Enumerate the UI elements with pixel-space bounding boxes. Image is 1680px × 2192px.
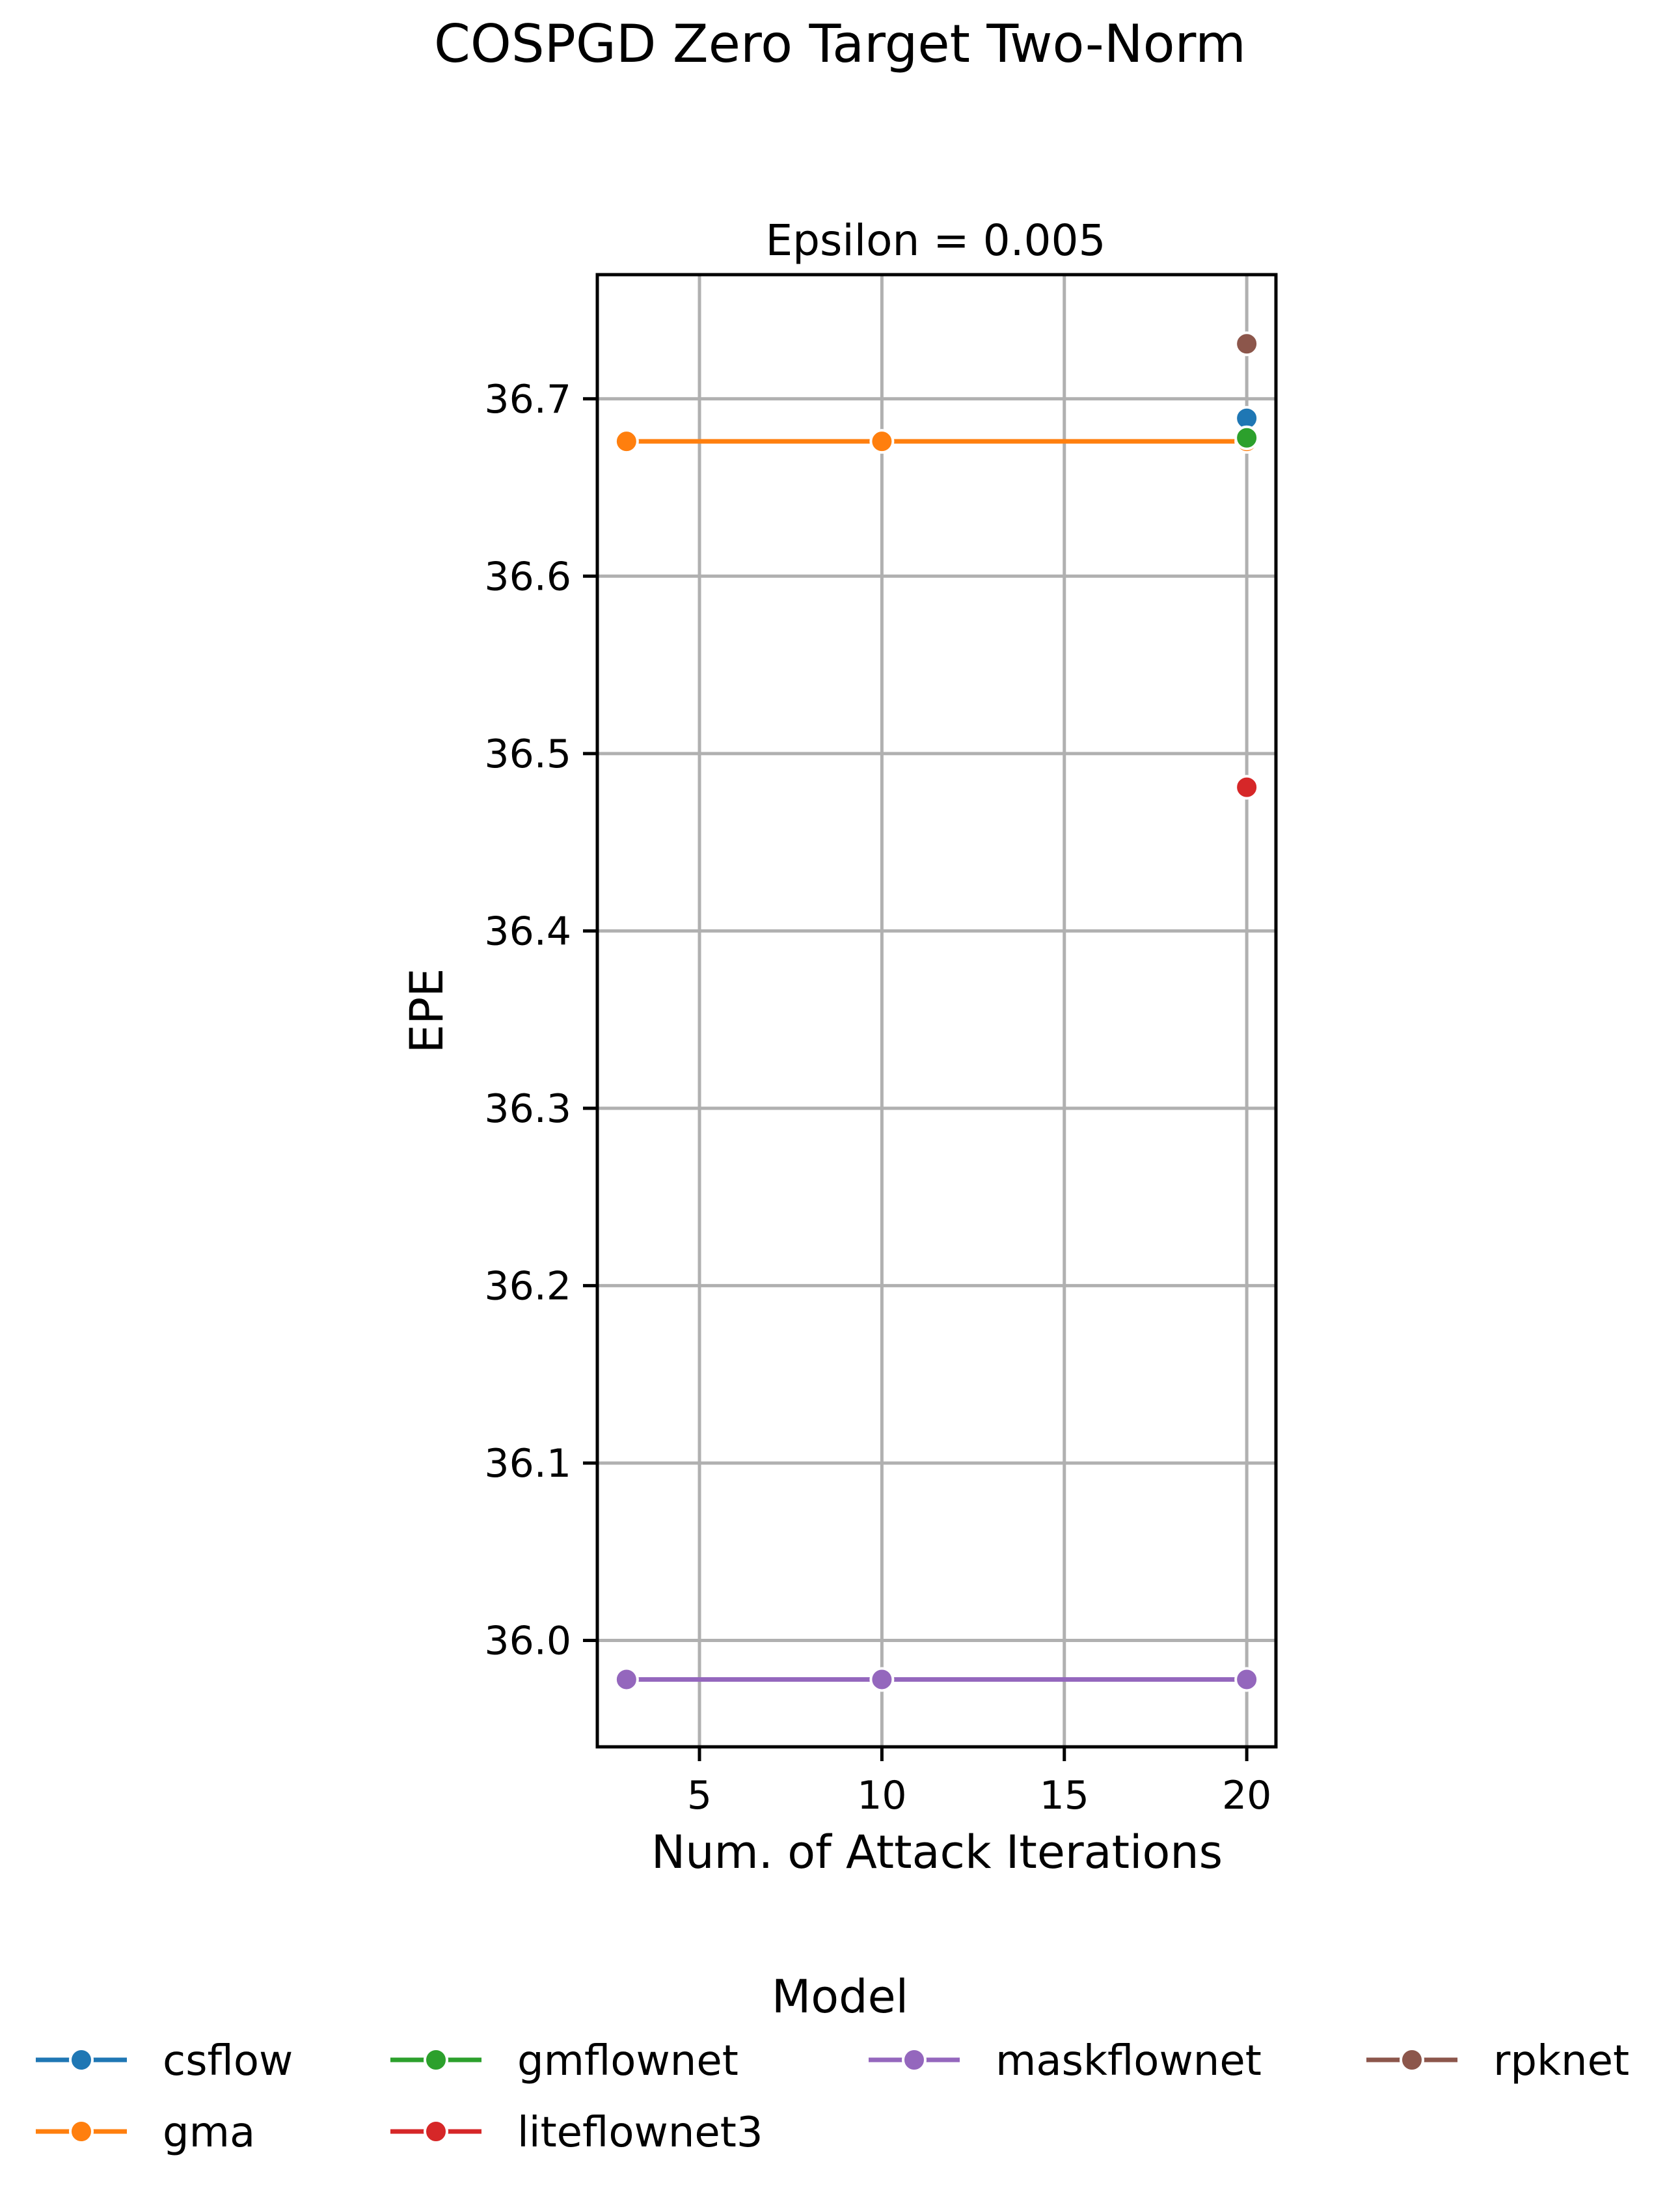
x-tick-label: 15 bbox=[1040, 1773, 1089, 1818]
chart-title: COSPGD Zero Target Two-Norm bbox=[434, 14, 1246, 74]
ticks: 5 10 15 20 36.0 36.1 36.2 36.3 36.4 36.5 36.6 36.7 bbox=[484, 377, 1271, 1818]
legend-item-gmflownet: gmflownet bbox=[390, 2037, 738, 2085]
legend-title: Model bbox=[772, 1970, 908, 2023]
legend-marker-gmflownet bbox=[424, 2048, 448, 2072]
legend-marker-gma bbox=[69, 2119, 94, 2144]
y-tick-label: 36.1 bbox=[484, 1441, 571, 1486]
legend-marker-liteflownet3 bbox=[424, 2119, 448, 2144]
data-point-rpknet bbox=[1234, 331, 1260, 357]
data-point-gmflownet bbox=[1234, 425, 1260, 450]
data-point-gma bbox=[869, 429, 895, 454]
y-tick-label: 36.3 bbox=[484, 1086, 571, 1132]
legend-item-maskflownet: maskflownet bbox=[869, 2037, 1262, 2085]
legend-label-csflow: csflow bbox=[163, 2037, 293, 2085]
legend-marker-csflow bbox=[69, 2048, 94, 2072]
y-axis-label: EPE bbox=[400, 968, 454, 1054]
panel-title: Epsilon = 0.005 bbox=[765, 215, 1105, 266]
y-tick-label: 36.2 bbox=[484, 1263, 571, 1309]
y-tick-label: 36.5 bbox=[484, 732, 571, 777]
data-point-maskflownet bbox=[869, 1667, 895, 1692]
series-maskflownet bbox=[614, 1667, 1260, 1692]
y-tick-label: 36.6 bbox=[484, 554, 571, 599]
legend-label-gma: gma bbox=[163, 2109, 255, 2157]
x-tick-label: 20 bbox=[1222, 1773, 1271, 1818]
series-liteflownet3 bbox=[1234, 774, 1260, 800]
legend-item-csflow: csflow bbox=[36, 2037, 293, 2085]
x-tick-label: 10 bbox=[857, 1773, 906, 1818]
series-gmflownet bbox=[1234, 425, 1260, 450]
data-point-liteflownet3 bbox=[1234, 774, 1260, 800]
series-layer bbox=[614, 331, 1260, 1692]
legend-item-liteflownet3: liteflownet3 bbox=[390, 2109, 763, 2157]
legend-item-gma: gma bbox=[36, 2109, 255, 2157]
legend-marker-rpknet bbox=[1400, 2048, 1424, 2072]
data-point-maskflownet bbox=[1234, 1667, 1260, 1692]
y-tick-label: 36.0 bbox=[484, 1618, 571, 1664]
x-tick-label: 5 bbox=[687, 1773, 712, 1818]
series-rpknet bbox=[1234, 331, 1260, 357]
legend: csflow gmflownet maskflownet rpknet gma litef… bbox=[36, 2037, 1629, 2157]
x-axis-label: Num. of Attack Iterations bbox=[651, 1826, 1223, 1879]
y-tick-label: 36.7 bbox=[484, 377, 571, 422]
y-tick-label: 36.4 bbox=[484, 909, 571, 954]
legend-item-rpknet: rpknet bbox=[1366, 2037, 1629, 2085]
legend-label-rpknet: rpknet bbox=[1493, 2037, 1629, 2085]
legend-label-gmflownet: gmflownet bbox=[517, 2037, 738, 2085]
legend-label-maskflownet: maskflownet bbox=[996, 2037, 1262, 2085]
legend-label-liteflownet3: liteflownet3 bbox=[517, 2109, 763, 2157]
series-gma bbox=[614, 429, 1260, 454]
data-point-gma bbox=[614, 429, 639, 454]
data-point-maskflownet bbox=[614, 1667, 639, 1692]
plot-frame bbox=[595, 273, 1278, 1749]
legend-marker-maskflownet bbox=[902, 2048, 927, 2072]
grid bbox=[597, 275, 1276, 1747]
